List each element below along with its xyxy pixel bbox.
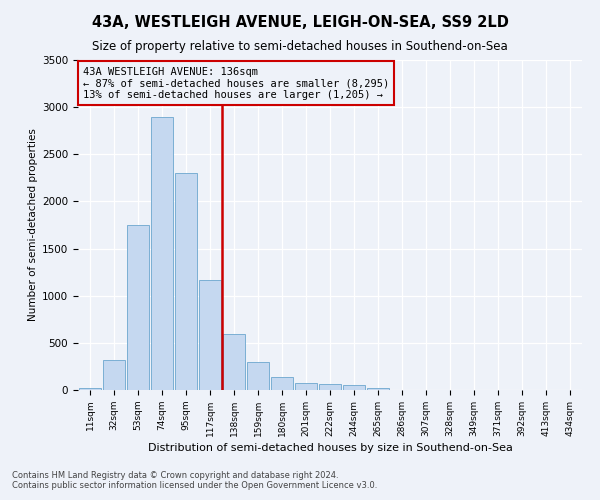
Bar (367, 388, 389, 390)
Bar (247, 362, 269, 390)
Bar (127, 225, 149, 390)
X-axis label: Distribution of semi-detached houses by size in Southend-on-Sea: Distribution of semi-detached houses by … (148, 443, 512, 453)
Bar (199, 280, 221, 390)
Text: 43A WESTLEIGH AVENUE: 136sqm
← 87% of semi-detached houses are smaller (8,295)
1: 43A WESTLEIGH AVENUE: 136sqm ← 87% of se… (83, 66, 389, 100)
Y-axis label: Number of semi-detached properties: Number of semi-detached properties (28, 128, 38, 322)
Bar (319, 384, 341, 390)
Bar (295, 383, 317, 390)
Text: Size of property relative to semi-detached houses in Southend-on-Sea: Size of property relative to semi-detach… (92, 40, 508, 53)
Bar (175, 173, 197, 390)
Bar (151, 116, 173, 390)
Text: 43A, WESTLEIGH AVENUE, LEIGH-ON-SEA, SS9 2LD: 43A, WESTLEIGH AVENUE, LEIGH-ON-SEA, SS9… (92, 15, 508, 30)
Bar (103, 360, 125, 390)
Text: Contains HM Land Registry data © Crown copyright and database right 2024.
Contai: Contains HM Land Registry data © Crown c… (12, 470, 377, 490)
Bar (271, 377, 293, 390)
Bar (79, 388, 101, 390)
Bar (343, 385, 365, 390)
Bar (223, 334, 245, 390)
